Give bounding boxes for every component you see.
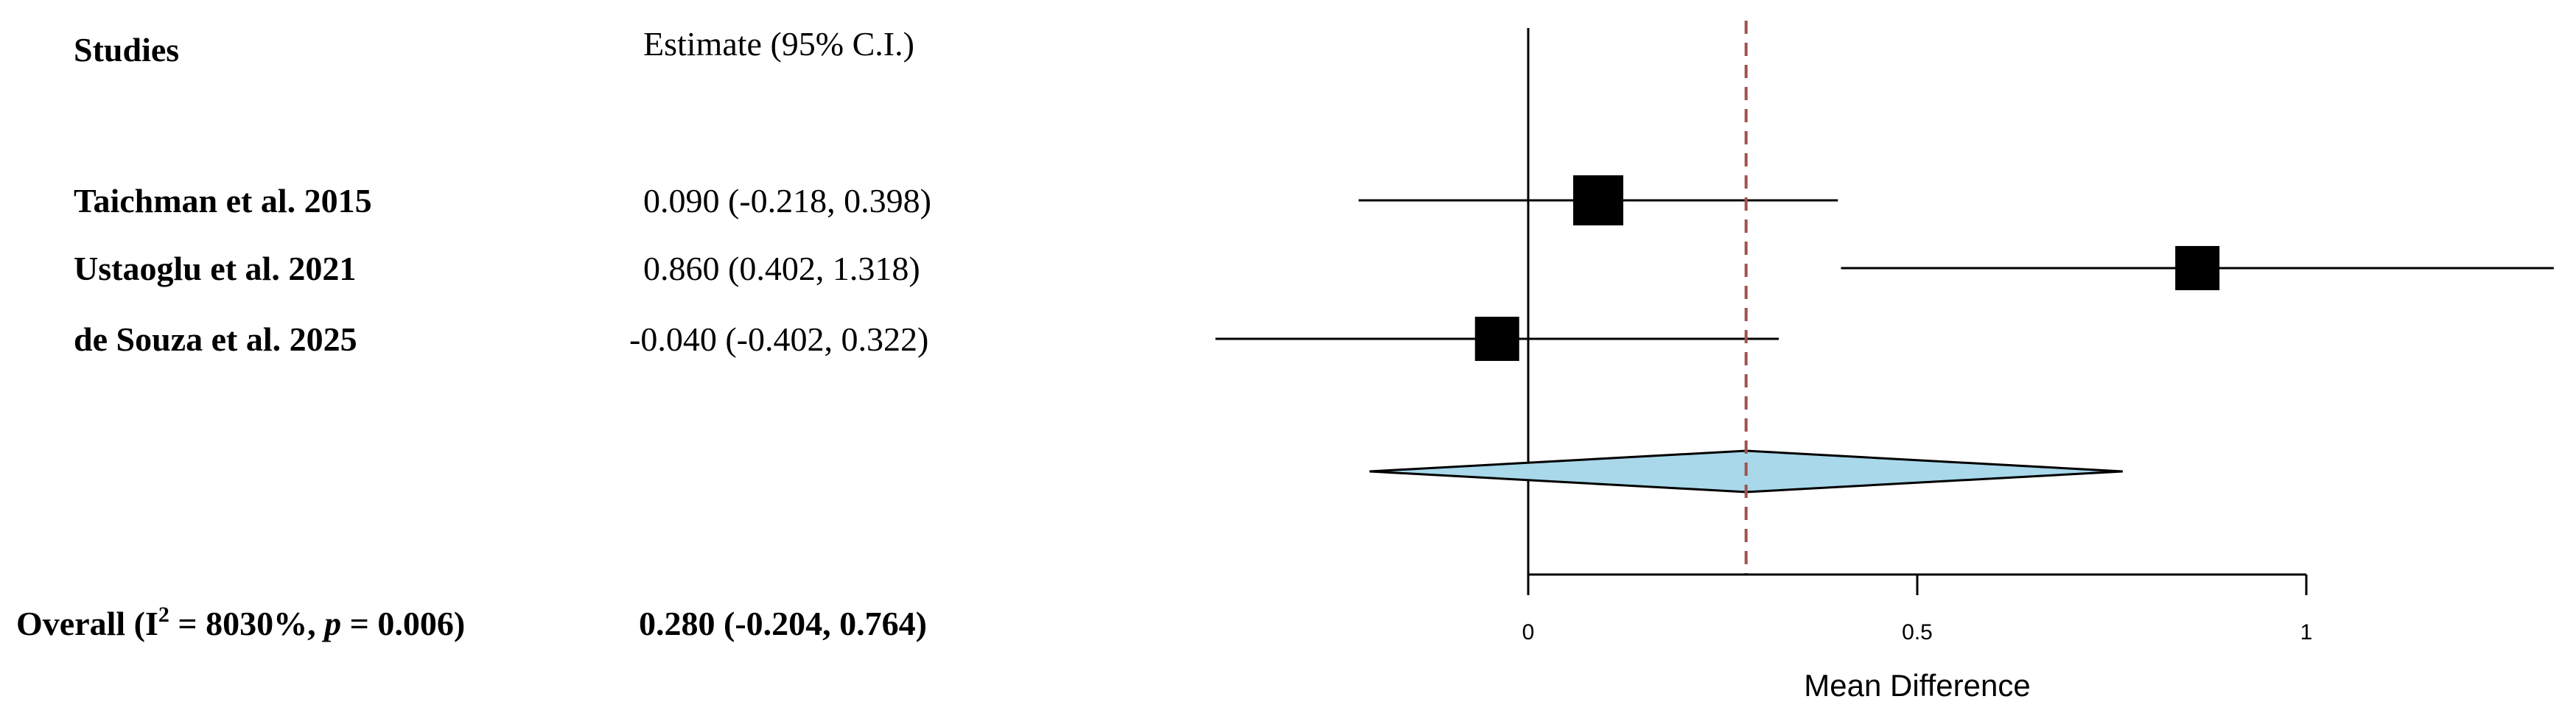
study-estimate-box — [1474, 317, 1519, 361]
plot-area: 0 0.5 1 Mean Difference — [1215, 21, 2554, 703]
study-estimate-box — [1573, 175, 1624, 225]
study-labels: Taichman et al. 2015 0.090 (-0.218, 0.398… — [74, 182, 931, 358]
estimate-header: Estimate (95% C.I.) — [643, 25, 914, 63]
x-tick-label: 0.5 — [1902, 620, 1933, 645]
study-name: de Souza et al. 2025 — [74, 320, 357, 358]
study-estimate-text: 0.860 (0.402, 1.318) — [643, 250, 920, 287]
study-estimate-box — [2175, 246, 2220, 290]
overall-label: Overall (I2 = 8030%, p = 0.006) — [16, 603, 465, 642]
study-estimate-text: 0.090 (-0.218, 0.398) — [643, 182, 931, 219]
study-name: Ustaoglu et al. 2021 — [74, 250, 356, 287]
x-axis-label: Mean Difference — [1804, 668, 2030, 703]
x-tick-label: 0 — [1522, 620, 1535, 645]
x-tick-label: 1 — [2300, 620, 2313, 645]
overall-estimate-text: 0.280 (-0.204, 0.764) — [639, 605, 927, 642]
studies-header: Studies — [74, 31, 179, 69]
study-estimate-text: -0.040 (-0.402, 0.322) — [629, 320, 928, 358]
study-name: Taichman et al. 2015 — [74, 182, 372, 219]
